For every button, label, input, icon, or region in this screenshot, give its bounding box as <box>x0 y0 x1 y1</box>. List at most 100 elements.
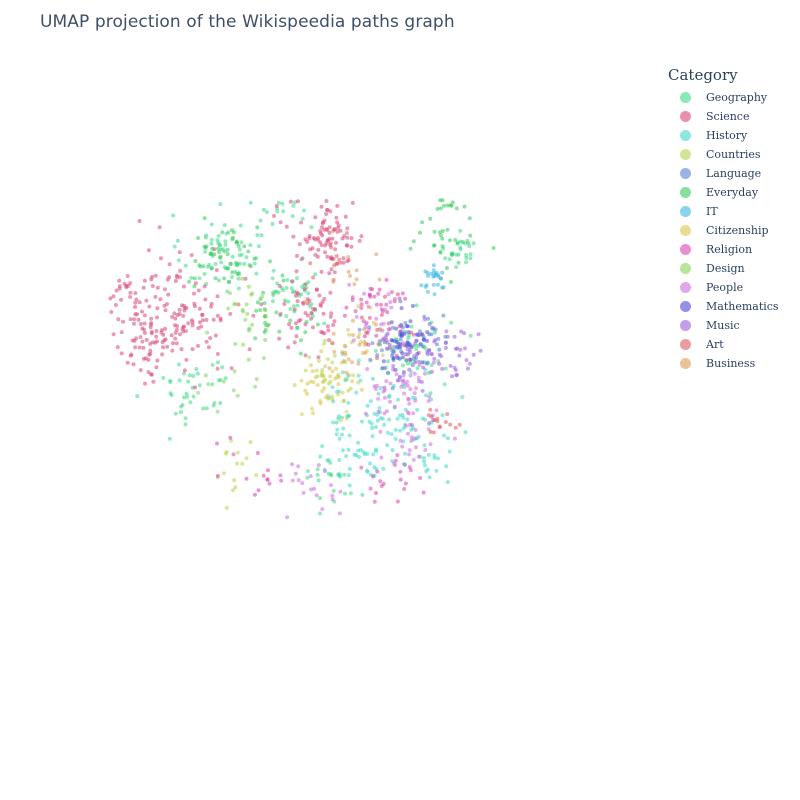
data-point[interactable] <box>299 292 304 297</box>
data-point[interactable] <box>395 416 400 421</box>
data-point[interactable] <box>255 300 260 305</box>
data-point[interactable] <box>254 271 259 276</box>
data-point[interactable] <box>154 334 159 339</box>
data-point[interactable] <box>413 428 418 432</box>
data-point[interactable] <box>291 203 296 208</box>
data-point[interactable] <box>399 306 404 311</box>
data-point[interactable] <box>176 362 181 367</box>
data-point[interactable] <box>285 278 290 282</box>
data-point[interactable] <box>366 327 371 332</box>
data-point[interactable] <box>418 476 423 480</box>
data-point[interactable] <box>350 200 355 205</box>
data-point[interactable] <box>288 199 293 204</box>
data-point[interactable] <box>452 436 457 441</box>
legend-item-history[interactable]: History <box>668 126 779 145</box>
data-point[interactable] <box>413 436 418 441</box>
data-point[interactable] <box>410 363 415 368</box>
data-point[interactable] <box>434 468 439 473</box>
data-point[interactable] <box>179 303 184 308</box>
data-point[interactable] <box>258 308 263 313</box>
data-point[interactable] <box>294 334 299 339</box>
data-point[interactable] <box>412 360 417 365</box>
data-point[interactable] <box>405 410 410 415</box>
data-point[interactable] <box>318 399 323 403</box>
data-point[interactable] <box>235 450 240 455</box>
data-point[interactable] <box>398 469 403 474</box>
data-point[interactable] <box>329 245 333 250</box>
data-point[interactable] <box>344 370 349 375</box>
data-point[interactable] <box>356 361 361 366</box>
data-point[interactable] <box>132 317 137 322</box>
data-point[interactable] <box>400 291 405 296</box>
data-point[interactable] <box>468 333 473 338</box>
data-point[interactable] <box>445 266 449 270</box>
data-point[interactable] <box>303 368 308 373</box>
data-point[interactable] <box>343 214 348 219</box>
data-point[interactable] <box>346 401 351 405</box>
data-point[interactable] <box>371 474 376 479</box>
data-point[interactable] <box>280 273 285 278</box>
data-point[interactable] <box>323 364 328 369</box>
data-point[interactable] <box>448 422 453 427</box>
data-point[interactable] <box>362 327 367 332</box>
data-point[interactable] <box>330 493 335 498</box>
data-point[interactable] <box>128 290 133 295</box>
data-point[interactable] <box>162 303 167 308</box>
data-point[interactable] <box>393 367 397 372</box>
data-point[interactable] <box>232 369 237 374</box>
data-point[interactable] <box>216 233 221 238</box>
data-point[interactable] <box>377 277 382 282</box>
data-point[interactable] <box>293 471 298 476</box>
data-point[interactable] <box>458 347 463 352</box>
data-point[interactable] <box>218 202 223 207</box>
legend-item-citizenship[interactable]: Citizenship <box>668 221 779 240</box>
data-point[interactable] <box>236 302 241 307</box>
data-point[interactable] <box>407 465 412 470</box>
data-point[interactable] <box>401 378 406 383</box>
data-point[interactable] <box>360 492 365 497</box>
data-point[interactable] <box>329 267 334 272</box>
data-point[interactable] <box>379 312 384 317</box>
data-point[interactable] <box>376 391 381 396</box>
data-point[interactable] <box>282 302 287 306</box>
data-point[interactable] <box>422 463 427 468</box>
data-point[interactable] <box>491 246 496 250</box>
data-point[interactable] <box>453 238 458 242</box>
data-point[interactable] <box>316 235 320 240</box>
data-point[interactable] <box>223 239 228 244</box>
data-point[interactable] <box>395 453 400 458</box>
data-point[interactable] <box>426 399 431 403</box>
data-point[interactable] <box>277 329 282 334</box>
data-point[interactable] <box>170 348 175 353</box>
data-point[interactable] <box>182 368 187 373</box>
data-point[interactable] <box>261 290 266 295</box>
data-point[interactable] <box>235 272 240 276</box>
data-point[interactable] <box>386 359 390 364</box>
data-point[interactable] <box>346 447 351 452</box>
data-point[interactable] <box>332 263 337 268</box>
data-point[interactable] <box>370 376 375 381</box>
data-point[interactable] <box>153 273 158 278</box>
data-point[interactable] <box>330 497 335 502</box>
data-point[interactable] <box>437 230 442 235</box>
data-point[interactable] <box>413 445 418 450</box>
data-point[interactable] <box>331 331 336 336</box>
data-point[interactable] <box>124 285 129 290</box>
data-point[interactable] <box>128 281 133 286</box>
data-point[interactable] <box>346 357 351 362</box>
data-point[interactable] <box>197 320 202 325</box>
data-point[interactable] <box>213 276 218 281</box>
data-point[interactable] <box>428 391 433 396</box>
data-point[interactable] <box>134 336 138 341</box>
data-point[interactable] <box>404 358 409 363</box>
data-point[interactable] <box>453 346 458 351</box>
data-point[interactable] <box>308 261 313 266</box>
data-point[interactable] <box>437 347 442 352</box>
data-point[interactable] <box>438 198 443 203</box>
data-point[interactable] <box>364 468 369 473</box>
data-point[interactable] <box>133 300 138 305</box>
data-point[interactable] <box>347 332 352 337</box>
data-point[interactable] <box>206 345 211 350</box>
data-point[interactable] <box>114 288 119 293</box>
data-point[interactable] <box>338 489 343 494</box>
